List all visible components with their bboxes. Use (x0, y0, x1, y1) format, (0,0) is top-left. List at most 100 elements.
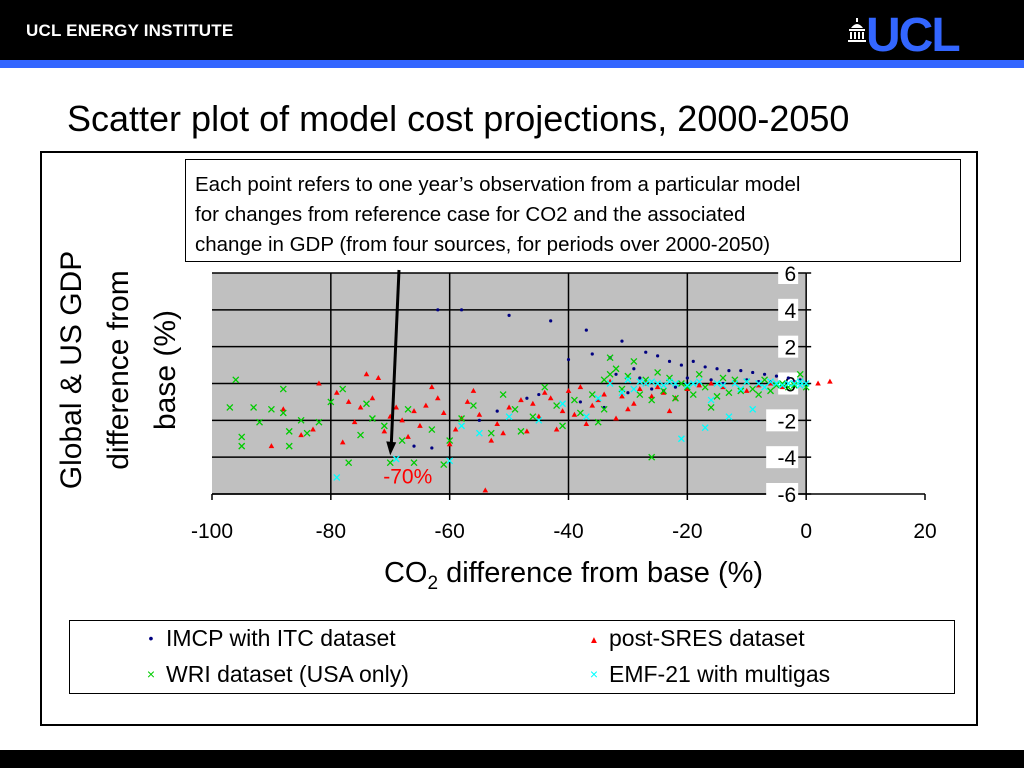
data-point (511, 405, 519, 413)
data-point (713, 392, 721, 400)
data-point (404, 405, 412, 413)
data-point (827, 378, 833, 384)
data-point (363, 371, 370, 377)
data-point (743, 378, 751, 386)
data-point (727, 369, 731, 373)
legend-marker: • (148, 630, 154, 646)
data-point (606, 380, 614, 387)
data-point (430, 446, 434, 450)
chart-note: Each point refers to one year’s observat… (185, 159, 961, 262)
x-tick-label: -80 (316, 520, 346, 543)
data-point (566, 357, 571, 362)
data-point (767, 380, 774, 386)
data-point (595, 397, 602, 403)
data-point (613, 415, 619, 421)
y-tick-label-bg (778, 298, 799, 321)
series-group (333, 376, 810, 481)
data-point (518, 397, 524, 403)
y-tick-label-bg (766, 483, 799, 505)
data-point (685, 376, 689, 380)
data-point (632, 367, 636, 371)
data-point (298, 432, 304, 438)
slide-title: Scatter plot of model cost projections, … (67, 98, 850, 139)
y-tick-label: -2 (777, 410, 796, 433)
data-point (761, 376, 769, 384)
data-point (525, 396, 529, 400)
data-point (428, 426, 436, 434)
portico-icon (848, 18, 866, 42)
data-point (412, 444, 416, 448)
data-point (559, 400, 567, 408)
data-point (495, 409, 499, 413)
data-point (594, 418, 602, 426)
data-point (578, 400, 582, 404)
data-point (576, 409, 584, 417)
data-point (644, 350, 648, 354)
data-point (470, 387, 477, 393)
data-point (684, 386, 691, 392)
data-point (268, 443, 275, 449)
data-point (660, 389, 667, 395)
data-point (417, 422, 423, 428)
data-point (500, 430, 506, 436)
data-point (630, 357, 638, 365)
data-point (517, 427, 525, 435)
data-point (327, 398, 335, 406)
x-tick-label: -60 (434, 520, 464, 543)
data-point (606, 354, 614, 362)
data-point (458, 422, 466, 430)
data-point (452, 426, 459, 432)
data-point (590, 352, 594, 356)
data-point (238, 442, 246, 450)
y-tick-label-bg (766, 409, 799, 432)
data-point (719, 381, 727, 389)
legend-label: post-SRES dataset (609, 625, 805, 651)
data-point (267, 405, 275, 413)
y-tick-label-bg (778, 262, 799, 284)
data-point (707, 396, 715, 404)
y-tick-label-bg (766, 446, 799, 469)
data-point (667, 359, 672, 363)
data-point (648, 396, 656, 404)
data-point (541, 389, 548, 395)
x-tick-label: -100 (191, 520, 233, 543)
data-point (411, 408, 417, 414)
data-point (636, 378, 644, 386)
data-point (446, 437, 454, 445)
legend-label: WRI dataset (USA only) (166, 661, 409, 687)
data-point (637, 386, 643, 392)
data-point (559, 408, 566, 414)
data-point (737, 385, 745, 393)
data-point (709, 378, 713, 382)
ucl-logo: UCL (848, 9, 998, 62)
data-point (399, 417, 405, 423)
data-point (363, 400, 370, 408)
data-point (619, 393, 625, 399)
data-point (537, 392, 541, 397)
legend-marker: ▲ (589, 635, 599, 646)
legend-item-emf21: × EMF-21 with multigas (585, 661, 830, 688)
x-tick-label: -40 (553, 520, 583, 543)
data-point (612, 365, 620, 373)
data-point (703, 365, 707, 369)
data-point (725, 389, 733, 397)
legend-item-wri: × WRI dataset (USA only) (142, 661, 409, 688)
annotation-arrow (389, 269, 401, 446)
legend-label: IMCP with ITC dataset (166, 625, 396, 651)
data-point (666, 378, 673, 386)
data-point (506, 404, 512, 410)
data-point (636, 391, 644, 399)
data-point (487, 429, 495, 437)
data-point (559, 422, 567, 430)
data-point (345, 459, 353, 467)
data-point (671, 380, 679, 387)
data-point (790, 381, 798, 389)
data-point (772, 381, 780, 389)
legend-marker: × (589, 666, 599, 682)
data-point (392, 455, 400, 463)
data-point (477, 418, 481, 422)
data-point (638, 376, 642, 380)
data-point (779, 384, 786, 390)
ucl-logo-text: UCL (866, 9, 961, 62)
data-point (238, 433, 246, 441)
